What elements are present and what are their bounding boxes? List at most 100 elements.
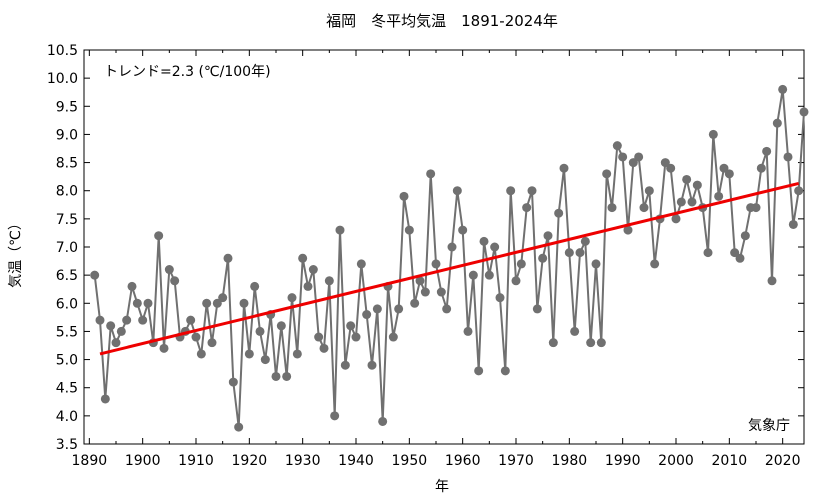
temperature-point [186, 315, 196, 325]
temperature-point [250, 281, 260, 291]
temperature-point [410, 298, 420, 308]
temperature-point [196, 349, 206, 359]
y-tick-label: 4.5 [56, 381, 78, 397]
temperature-point [602, 169, 612, 179]
temperature-point [730, 248, 740, 258]
temperature-point [234, 422, 244, 432]
trend-line [99, 181, 800, 356]
temperature-point [207, 338, 217, 348]
temperature-point [570, 326, 580, 336]
temperature-point [607, 203, 617, 213]
temperature-point [404, 225, 414, 235]
temperature-point [282, 371, 292, 381]
temperature-point [532, 304, 542, 314]
temperature-point [479, 236, 489, 246]
y-tick-label: 5.0 [56, 353, 78, 369]
source-label: 気象庁 [748, 418, 790, 434]
series-layer [90, 84, 809, 432]
temperature-point [522, 203, 532, 213]
temperature-point [394, 304, 404, 314]
temperature-point [687, 197, 697, 207]
temperature-point [644, 186, 654, 196]
temperature-point [111, 338, 121, 348]
x-axis: 1890 1900 1910 1920 1930 1940 1950 1960 1970 1980… [72, 50, 801, 469]
temperature-point [612, 141, 622, 151]
temperature-point [666, 163, 676, 173]
temperature-point [511, 276, 521, 286]
temperature-point [308, 265, 318, 275]
temperature-point [276, 321, 286, 331]
temperature-point [564, 248, 574, 258]
temperature-point [527, 186, 537, 196]
temperature-point [346, 321, 356, 331]
temperature-point [132, 298, 142, 308]
temperature-point [154, 231, 164, 241]
temperature-point [314, 332, 324, 342]
x-tick-label: 1890 [72, 453, 108, 469]
temperature-point [463, 326, 473, 336]
temperature-point [660, 158, 670, 168]
temperature-point [223, 253, 233, 263]
trend-label: トレンド=2.3 (℃/100年) [104, 64, 271, 80]
temperature-point [271, 371, 281, 381]
temperature-point [90, 270, 100, 280]
temperature-point [122, 315, 132, 325]
y-tick-label: 8.5 [56, 156, 78, 172]
temperature-point [260, 355, 270, 365]
x-tick-label: 1930 [285, 453, 321, 469]
temperature-point [452, 186, 462, 196]
temperature-point [756, 163, 766, 173]
x-tick-label: 1970 [498, 453, 534, 469]
temperature-point [330, 411, 340, 421]
temperature-point [703, 248, 713, 258]
y-tick-label: 6.5 [56, 268, 78, 284]
temperature-point [362, 310, 372, 320]
temperature-point [303, 281, 313, 291]
temperature-point [783, 152, 793, 162]
temperature-point [212, 298, 222, 308]
temperature-point [506, 186, 516, 196]
temperature-point [255, 326, 265, 336]
temperature-point [543, 231, 553, 241]
temperature-point [426, 169, 436, 179]
temperature-point [202, 298, 212, 308]
temperature-point [447, 242, 457, 252]
temperature-point [431, 259, 441, 269]
x-tick-label: 1940 [338, 453, 374, 469]
temperature-point [762, 146, 772, 156]
temperature-point [788, 219, 798, 229]
temperature-point [170, 276, 180, 286]
temperature-point [692, 180, 702, 190]
y-axis: 3.5 4.0 4.5 5.0 5.5 6.0 6.5 7.0 7.5 8.0 8.5 9.0 9.5 1… [47, 43, 804, 453]
y-tick-label: 6.0 [56, 296, 78, 312]
temperature-point [628, 158, 638, 168]
temperature-point [767, 276, 777, 286]
temperature-point [591, 259, 601, 269]
temperature-point [516, 259, 526, 269]
temperature-point [724, 169, 734, 179]
x-tick-label: 2010 [712, 453, 748, 469]
temperature-point [580, 236, 590, 246]
temperature-point [634, 152, 644, 162]
y-tick-label: 10.5 [47, 43, 78, 59]
temperature-point [298, 253, 308, 263]
temperature-point [191, 332, 201, 342]
temperature-point [740, 231, 750, 241]
temperature-point [778, 84, 788, 94]
temperature-point [735, 253, 745, 263]
x-tick-label: 1900 [125, 453, 161, 469]
temperature-point [575, 248, 585, 258]
temperature-point [650, 259, 660, 269]
x-tick-label: 1920 [232, 453, 268, 469]
y-tick-label: 7.5 [56, 212, 78, 228]
temperature-point [548, 338, 558, 348]
temperature-point [554, 208, 564, 218]
temperature-point [442, 304, 452, 314]
x-tick-label: 1910 [178, 453, 214, 469]
y-tick-label: 5.5 [56, 324, 78, 340]
temperature-point [319, 343, 329, 353]
x-tick-label: 2020 [765, 453, 801, 469]
temperature-point [676, 197, 686, 207]
temperature-point [127, 281, 137, 291]
temperature-point [292, 349, 302, 359]
